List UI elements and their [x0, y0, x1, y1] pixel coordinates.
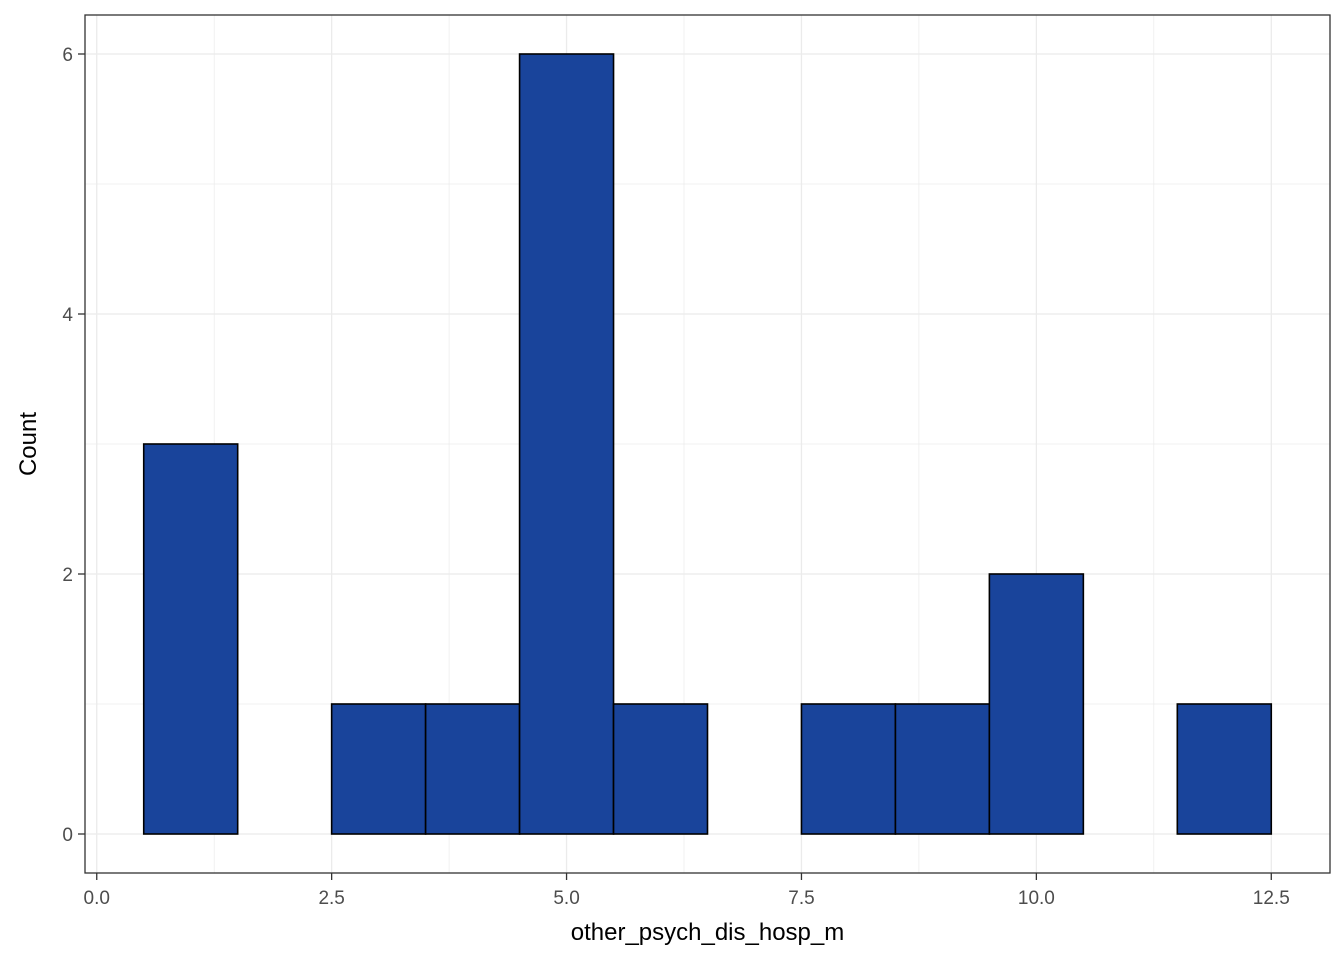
x-tick-label: 5.0 — [553, 888, 579, 909]
histogram-bar — [142, 443, 239, 835]
y-tick-label: 2 — [62, 565, 73, 586]
histogram-bar — [800, 703, 897, 835]
y-axis-title: Count — [15, 412, 42, 476]
x-tick-label: 2.5 — [318, 888, 344, 909]
y-tick-label: 0 — [62, 825, 73, 846]
histogram-bar — [988, 573, 1085, 835]
histogram-bars — [142, 53, 1273, 835]
x-axis-title: other_psych_dis_hosp_m — [571, 919, 845, 946]
x-tick-label: 0.0 — [84, 888, 110, 909]
x-tick-label: 10.0 — [1018, 888, 1055, 909]
x-tick-label: 12.5 — [1253, 888, 1290, 909]
y-tick-label: 6 — [62, 45, 73, 66]
histogram-bar — [330, 703, 427, 835]
panel-border — [84, 14, 1331, 874]
y-tick-label: 4 — [62, 305, 73, 326]
histogram-bar — [424, 703, 521, 835]
histogram-bar — [518, 53, 615, 835]
histogram-bar — [612, 703, 709, 835]
histogram-bar — [1176, 703, 1273, 835]
x-tick-label: 7.5 — [788, 888, 814, 909]
axis-ticks: 0.0 2.5 5.0 7.5 10.0 12.5 0 2 4 6 — [62, 45, 1289, 909]
histogram-bar — [894, 703, 991, 835]
